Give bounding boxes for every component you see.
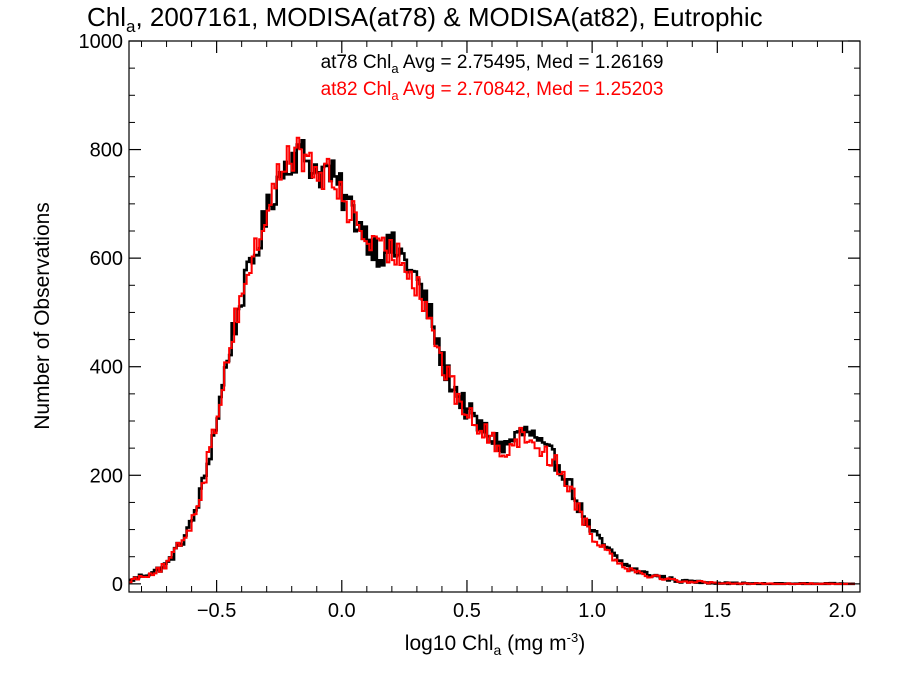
- y-tick-label: 600: [90, 248, 123, 270]
- x-tick-label: 1.0: [578, 600, 606, 622]
- series-line-at78: [129, 138, 855, 586]
- x-tick-label: 2.0: [829, 600, 857, 622]
- series-layer: [129, 136, 855, 586]
- y-tick-label: 1000: [79, 31, 124, 53]
- ticks-layer: −0.5 0.0 0.5 1.0 1.5 2.0 0 200 400 600 800 1000: [79, 31, 860, 622]
- y-tick-label: 800: [90, 140, 123, 162]
- x-axis-label: log10 Chla (mg m-3): [405, 630, 585, 658]
- x-tick-label: 0.5: [453, 600, 481, 622]
- y-tick-label: 0: [112, 574, 123, 596]
- y-axis-label: Number of Observations: [31, 202, 54, 430]
- y-tick-label: 200: [90, 465, 123, 487]
- x-tick-label: 1.5: [703, 600, 731, 622]
- svg-text:at82 Chla Avg = 2.70842, Med =: at82 Chla Avg = 2.70842, Med = 1.25203: [321, 79, 664, 103]
- plot-frame: [128, 40, 861, 593]
- annotation-at78: at78 Chla Avg = 2.75495, Med = 1.26169: [321, 52, 664, 76]
- y-tick-label: 400: [90, 357, 123, 379]
- svg-text:at78 Chla Avg = 2.75495, Med =: at78 Chla Avg = 2.75495, Med = 1.26169: [321, 52, 664, 76]
- annotation-at82: at82 Chla Avg = 2.70842, Med = 1.25203: [321, 79, 664, 103]
- chart-title: Chla, 2007161, MODISA(at78) & MODISA(at8…: [87, 2, 763, 36]
- x-tick-label: 0.0: [328, 600, 356, 622]
- series-line-at82: [129, 136, 855, 585]
- x-tick-label: −0.5: [197, 600, 236, 622]
